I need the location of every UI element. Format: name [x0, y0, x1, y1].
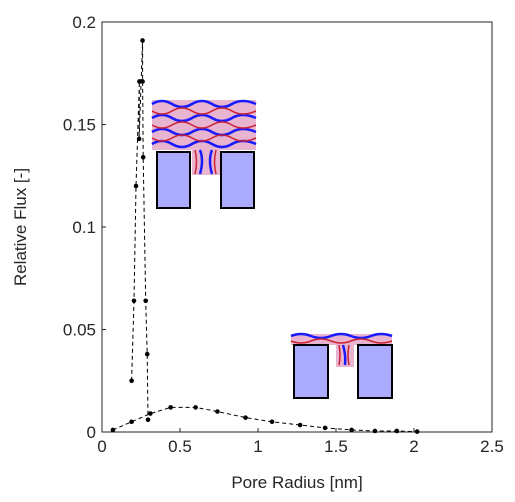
series-line — [112, 406, 418, 433]
data-point — [143, 298, 148, 304]
x-tick-label: 2 — [409, 437, 418, 456]
data-point — [148, 411, 153, 416]
data-point — [349, 427, 354, 433]
data-point — [140, 79, 145, 84]
inset-narrow-pore — [290, 332, 393, 399]
y-tick-label: 0.15 — [63, 116, 96, 135]
data-point — [168, 405, 173, 410]
data-point — [269, 419, 275, 425]
data-point — [215, 409, 220, 414]
y-tick-label: 0.1 — [72, 218, 96, 237]
data-point — [193, 405, 198, 410]
y-axis-label: Relative Flux [-] — [11, 168, 30, 286]
y-tick-label: 0 — [87, 423, 96, 442]
data-point — [145, 417, 151, 423]
data-point — [129, 378, 134, 384]
y-tick-label: 0.05 — [63, 321, 96, 340]
data-point — [414, 429, 420, 434]
data-point — [322, 425, 328, 431]
inset-wide-pore — [151, 99, 257, 209]
x-tick-label: 1 — [253, 437, 262, 456]
x-tick-label: 1.5 — [324, 437, 348, 456]
data-point — [129, 419, 134, 425]
series-line — [131, 40, 149, 420]
x-tick-label: 0 — [97, 437, 106, 456]
data-point — [144, 351, 150, 357]
data-point — [133, 183, 139, 189]
data-point — [110, 427, 116, 433]
data-point — [131, 298, 137, 304]
data-point — [140, 155, 146, 160]
data-point — [136, 136, 142, 142]
data-point — [394, 428, 400, 434]
data-point — [297, 422, 303, 428]
data-point — [243, 415, 248, 420]
x-tick-label: 2.5 — [480, 437, 504, 456]
x-axis-label: Pore Radius [nm] — [231, 473, 362, 492]
x-tick-label: 0.5 — [168, 437, 192, 456]
data-point — [140, 38, 145, 43]
y-tick-label: 0.2 — [72, 13, 96, 32]
data-point — [372, 428, 378, 434]
